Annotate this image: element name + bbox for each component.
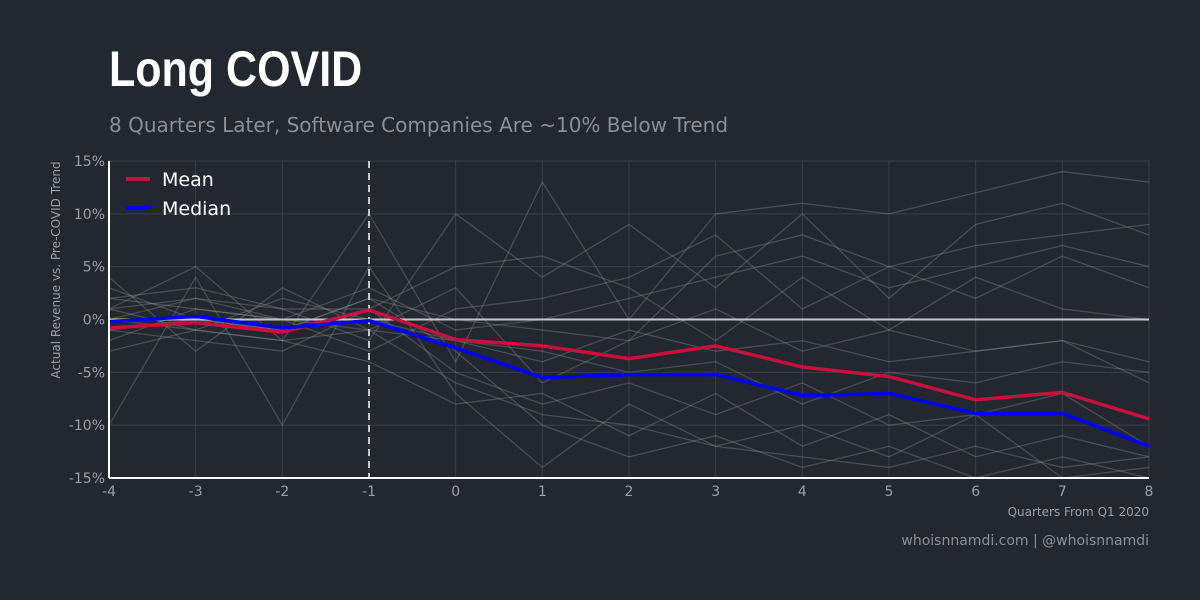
y-tick-label: 10% <box>74 207 105 223</box>
x-tick-label: 4 <box>798 484 807 500</box>
y-tick-label: -5% <box>78 365 105 381</box>
x-tick-label: -4 <box>102 484 116 500</box>
y-tick-label: 0% <box>83 313 105 329</box>
x-tick-label: 0 <box>451 484 460 500</box>
x-tick-label: -3 <box>189 484 203 500</box>
x-tick-label: 6 <box>971 484 980 500</box>
chart-subtitle: 8 Quarters Later, Software Companies Are… <box>109 113 729 137</box>
x-tick-label: 8 <box>1145 484 1154 500</box>
mean-line <box>108 308 1150 421</box>
x-tick-label: 2 <box>625 484 634 500</box>
x-tick-label: 1 <box>538 484 547 500</box>
y-tick-label: 5% <box>83 260 105 276</box>
y-tick-label: 15% <box>74 154 105 170</box>
y-tick-label: -10% <box>69 418 105 434</box>
legend: Mean Median <box>126 169 231 220</box>
legend-label-median: Median <box>162 198 231 220</box>
company-line <box>108 202 1150 342</box>
company-line <box>108 297 1150 384</box>
company-line <box>108 276 1150 405</box>
x-tick-label: 7 <box>1058 484 1067 500</box>
footer-credit: whoisnnamdi.com | @whoisnnamdi <box>901 533 1149 549</box>
company-line <box>108 255 1150 342</box>
company-line <box>108 297 1150 363</box>
x-axis-label: Quarters From Q1 2020 <box>1008 505 1149 519</box>
median-line <box>108 314 1150 448</box>
company-line <box>108 318 1150 458</box>
chart-title: Long COVID <box>109 41 363 97</box>
legend-label-mean: Mean <box>162 169 214 191</box>
y-axis-label: Actual Revenue vs. Pre-COVID Trend <box>49 161 63 378</box>
x-tick-label: -2 <box>275 484 289 500</box>
x-tick-label: 3 <box>711 484 720 500</box>
x-tick-label: -1 <box>362 484 376 500</box>
company-line <box>108 329 1150 469</box>
x-tick-label: 5 <box>885 484 894 500</box>
y-tick-label: -15% <box>69 471 105 487</box>
